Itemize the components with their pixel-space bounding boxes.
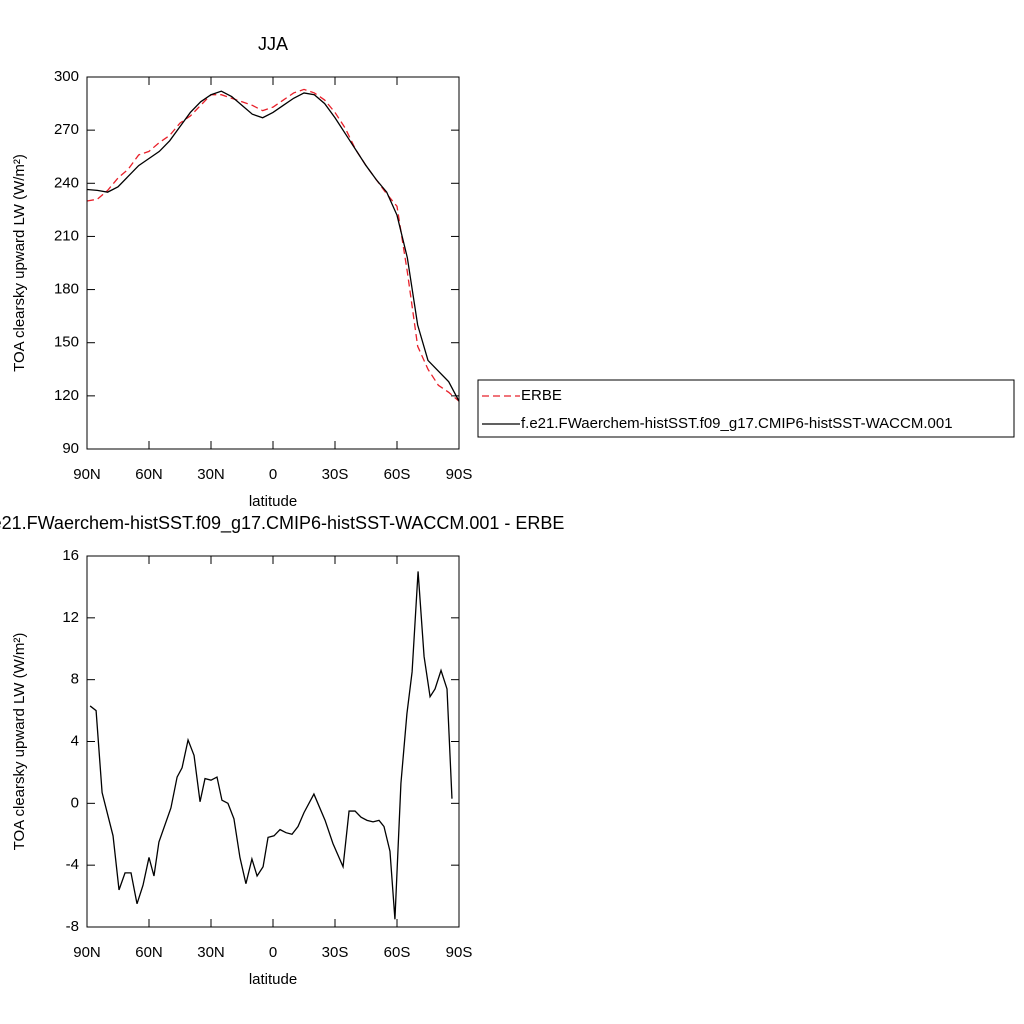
y-axis-label: TOA clearsky upward LW (W/m²)	[11, 154, 28, 372]
x-tick-label: 90S	[446, 466, 473, 483]
y-tick-label: 300	[54, 68, 79, 85]
legend-label: ERBE	[521, 387, 562, 404]
y-tick-label: 180	[54, 281, 79, 298]
plot-frame	[86, 555, 460, 928]
x-tick-label: 90N	[73, 944, 101, 961]
x-tick-label: 60S	[384, 466, 411, 483]
x-tick-label: 90S	[446, 944, 473, 961]
data-line	[86, 90, 460, 402]
y-tick-label: 150	[54, 334, 79, 351]
y-tick-label: 8	[71, 671, 79, 688]
x-tick-label: 60S	[384, 944, 411, 961]
x-tick-label: 90N	[73, 466, 101, 483]
legend-box	[477, 379, 1015, 438]
chart-title: JJA	[258, 34, 288, 54]
y-tick-label: 12	[62, 609, 79, 626]
y-tick-label: -8	[66, 918, 79, 935]
y-tick-label: 270	[54, 121, 79, 138]
data-line	[86, 88, 460, 402]
y-axis-label: TOA clearsky upward LW (W/m²)	[11, 633, 28, 851]
data-line	[89, 571, 453, 920]
x-tick-label: 30N	[197, 944, 225, 961]
x-axis-label: latitude	[249, 971, 297, 988]
x-tick-label: 60N	[135, 466, 163, 483]
x-tick-label: 60N	[135, 944, 163, 961]
x-tick-label: 30S	[322, 466, 349, 483]
x-axis-label: latitude	[249, 493, 297, 510]
x-tick-label: 30S	[322, 944, 349, 961]
y-tick-label: 4	[71, 732, 79, 749]
plot-frame	[86, 76, 460, 450]
legend-label: f.e21.FWaerchem-histSST.f09_g17.CMIP6-hi…	[521, 415, 953, 432]
y-tick-label: 0	[71, 794, 79, 811]
y-tick-label: 210	[54, 227, 79, 244]
chart-title: f.e21.FWaerchem-histSST.f09_g17.CMIP6-hi…	[0, 513, 564, 534]
x-tick-label: 30N	[197, 466, 225, 483]
y-tick-label: -4	[66, 856, 79, 873]
y-tick-label: 120	[54, 387, 79, 404]
y-tick-label: 90	[62, 440, 79, 457]
y-tick-label: 16	[62, 547, 79, 564]
x-tick-label: 0	[269, 466, 277, 483]
y-tick-label: 240	[54, 174, 79, 191]
x-tick-label: 0	[269, 944, 277, 961]
